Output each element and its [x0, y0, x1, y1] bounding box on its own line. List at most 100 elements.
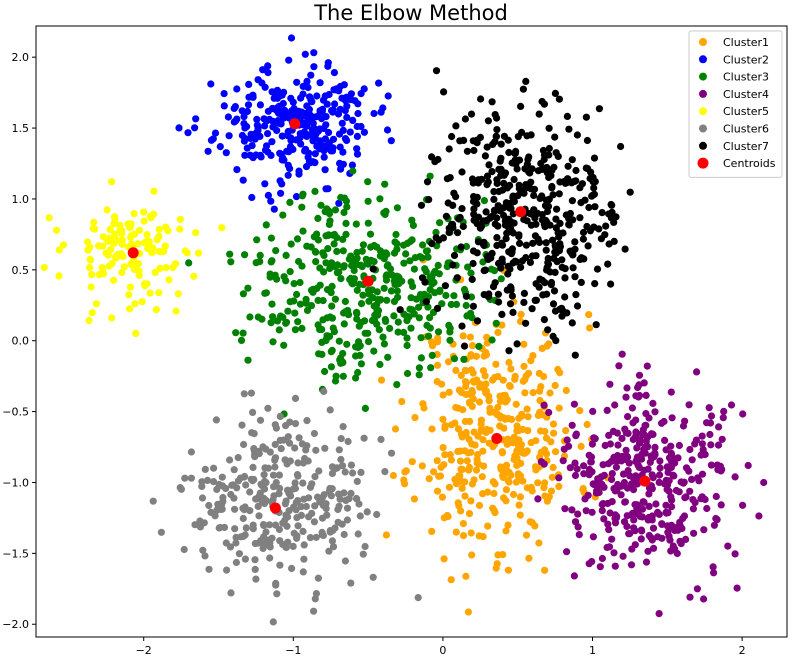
data-point [433, 378, 441, 386]
data-point [544, 196, 553, 204]
data-point [391, 280, 399, 289]
data-point [253, 236, 261, 244]
data-point [645, 490, 653, 498]
centroid-point [362, 275, 374, 287]
data-point [607, 280, 615, 288]
data-point [512, 400, 520, 408]
data-point [99, 265, 107, 273]
data-point [666, 536, 674, 544]
data-point [269, 618, 277, 626]
data-point [325, 332, 334, 340]
data-point [598, 554, 607, 563]
data-point [268, 300, 276, 308]
data-point [563, 112, 572, 120]
data-point [662, 446, 670, 454]
data-point [603, 406, 611, 414]
data-point [324, 185, 332, 193]
data-point [575, 531, 583, 539]
data-point [480, 241, 488, 250]
data-point [462, 301, 470, 310]
data-point [253, 115, 261, 123]
data-point [204, 147, 212, 155]
data-point [300, 119, 308, 127]
data-point [287, 240, 295, 248]
data-point [649, 524, 658, 532]
data-point [459, 532, 468, 540]
data-point [403, 334, 411, 342]
data-point [583, 222, 591, 231]
data-point [436, 219, 444, 227]
data-point [483, 143, 491, 151]
data-point [739, 501, 747, 509]
data-point [111, 213, 119, 221]
data-point [472, 466, 481, 474]
data-point [551, 268, 559, 276]
data-point [688, 456, 696, 464]
centroid-point [491, 433, 503, 444]
data-point [464, 608, 472, 616]
data-point [450, 251, 459, 260]
data-point [466, 333, 474, 341]
data-point [352, 343, 360, 351]
data-point [504, 414, 512, 423]
data-point [220, 102, 228, 110]
data-point [337, 435, 345, 443]
data-point [321, 444, 329, 452]
data-point [577, 442, 585, 450]
data-point [452, 528, 460, 536]
data-point [225, 132, 233, 140]
data-point [545, 124, 553, 132]
data-point [111, 230, 119, 238]
data-point [298, 262, 306, 270]
data-point [550, 287, 559, 295]
data-point [207, 80, 215, 88]
data-point [522, 319, 530, 327]
data-point [558, 304, 566, 312]
data-point [647, 533, 655, 541]
data-point [583, 420, 591, 429]
data-point [177, 485, 185, 493]
data-point [320, 491, 328, 499]
data-point [256, 132, 264, 140]
data-point [510, 219, 518, 227]
data-point [707, 412, 716, 420]
data-point [540, 100, 549, 108]
data-point [640, 498, 648, 506]
data-point [627, 480, 636, 488]
data-point [475, 342, 483, 350]
data-point [394, 318, 402, 326]
data-point [334, 505, 342, 514]
data-point [589, 407, 597, 415]
data-point [376, 360, 384, 369]
data-point [104, 237, 112, 245]
data-point [562, 427, 570, 435]
data-point [382, 531, 390, 539]
data-point [663, 481, 672, 489]
data-point [279, 99, 287, 108]
centroid-point [515, 206, 527, 218]
data-point [485, 397, 493, 405]
data-point [706, 430, 714, 439]
data-point [693, 585, 702, 593]
data-point [316, 281, 324, 289]
data-point [400, 328, 408, 336]
data-point [98, 242, 107, 250]
data-point [475, 532, 483, 540]
data-point [407, 294, 415, 302]
data-point [499, 392, 507, 400]
data-point [568, 319, 576, 327]
data-point [585, 203, 593, 212]
data-point [389, 271, 397, 280]
data-point [532, 466, 540, 474]
data-point [267, 319, 275, 327]
data-point [312, 258, 320, 266]
data-point [328, 302, 336, 310]
data-point [331, 206, 340, 214]
data-point [465, 509, 474, 518]
data-point [402, 467, 410, 475]
data-point [638, 527, 646, 535]
data-point [522, 531, 531, 539]
data-point [495, 298, 503, 306]
data-point [226, 250, 234, 258]
data-point [536, 275, 544, 283]
